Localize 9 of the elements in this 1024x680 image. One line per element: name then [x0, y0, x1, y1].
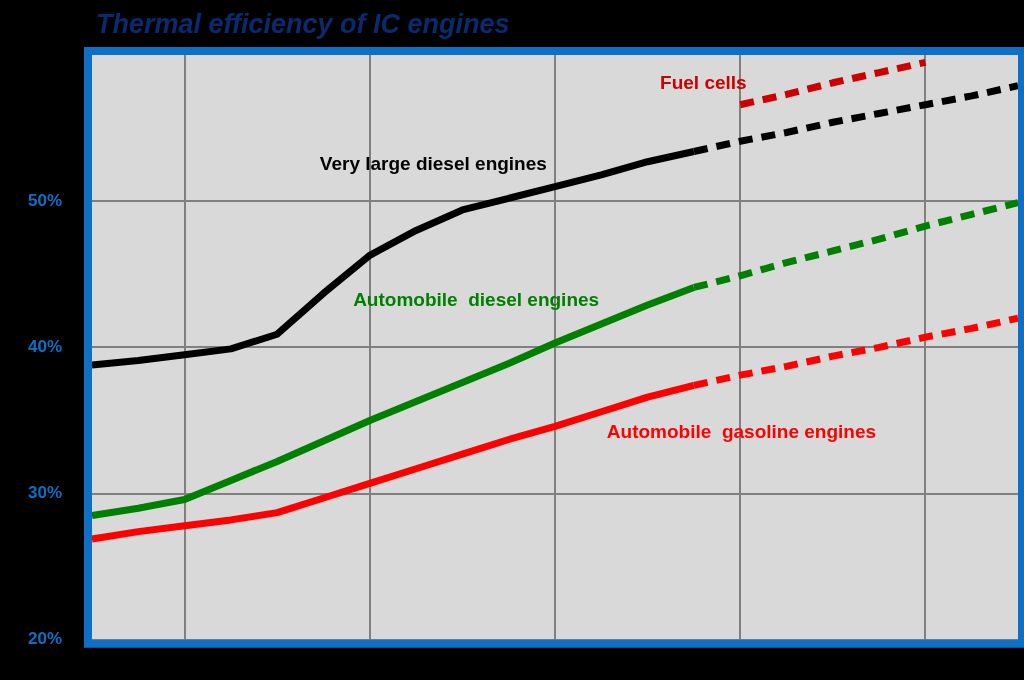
- series-label: Automobile diesel engines: [353, 288, 600, 310]
- y-tick-label: 20%: [27, 629, 62, 649]
- series-label: Very large diesel engines: [319, 153, 547, 175]
- chart-title: Thermal efficiency of IC engines: [96, 9, 510, 40]
- y-tick-label: 50%: [27, 190, 62, 210]
- series-label: Automobile gasoline engines: [606, 421, 877, 443]
- y-tick-label: 40%: [27, 337, 62, 357]
- y-tick-label: 30%: [27, 483, 62, 503]
- series-label: Fuel cells: [660, 72, 747, 94]
